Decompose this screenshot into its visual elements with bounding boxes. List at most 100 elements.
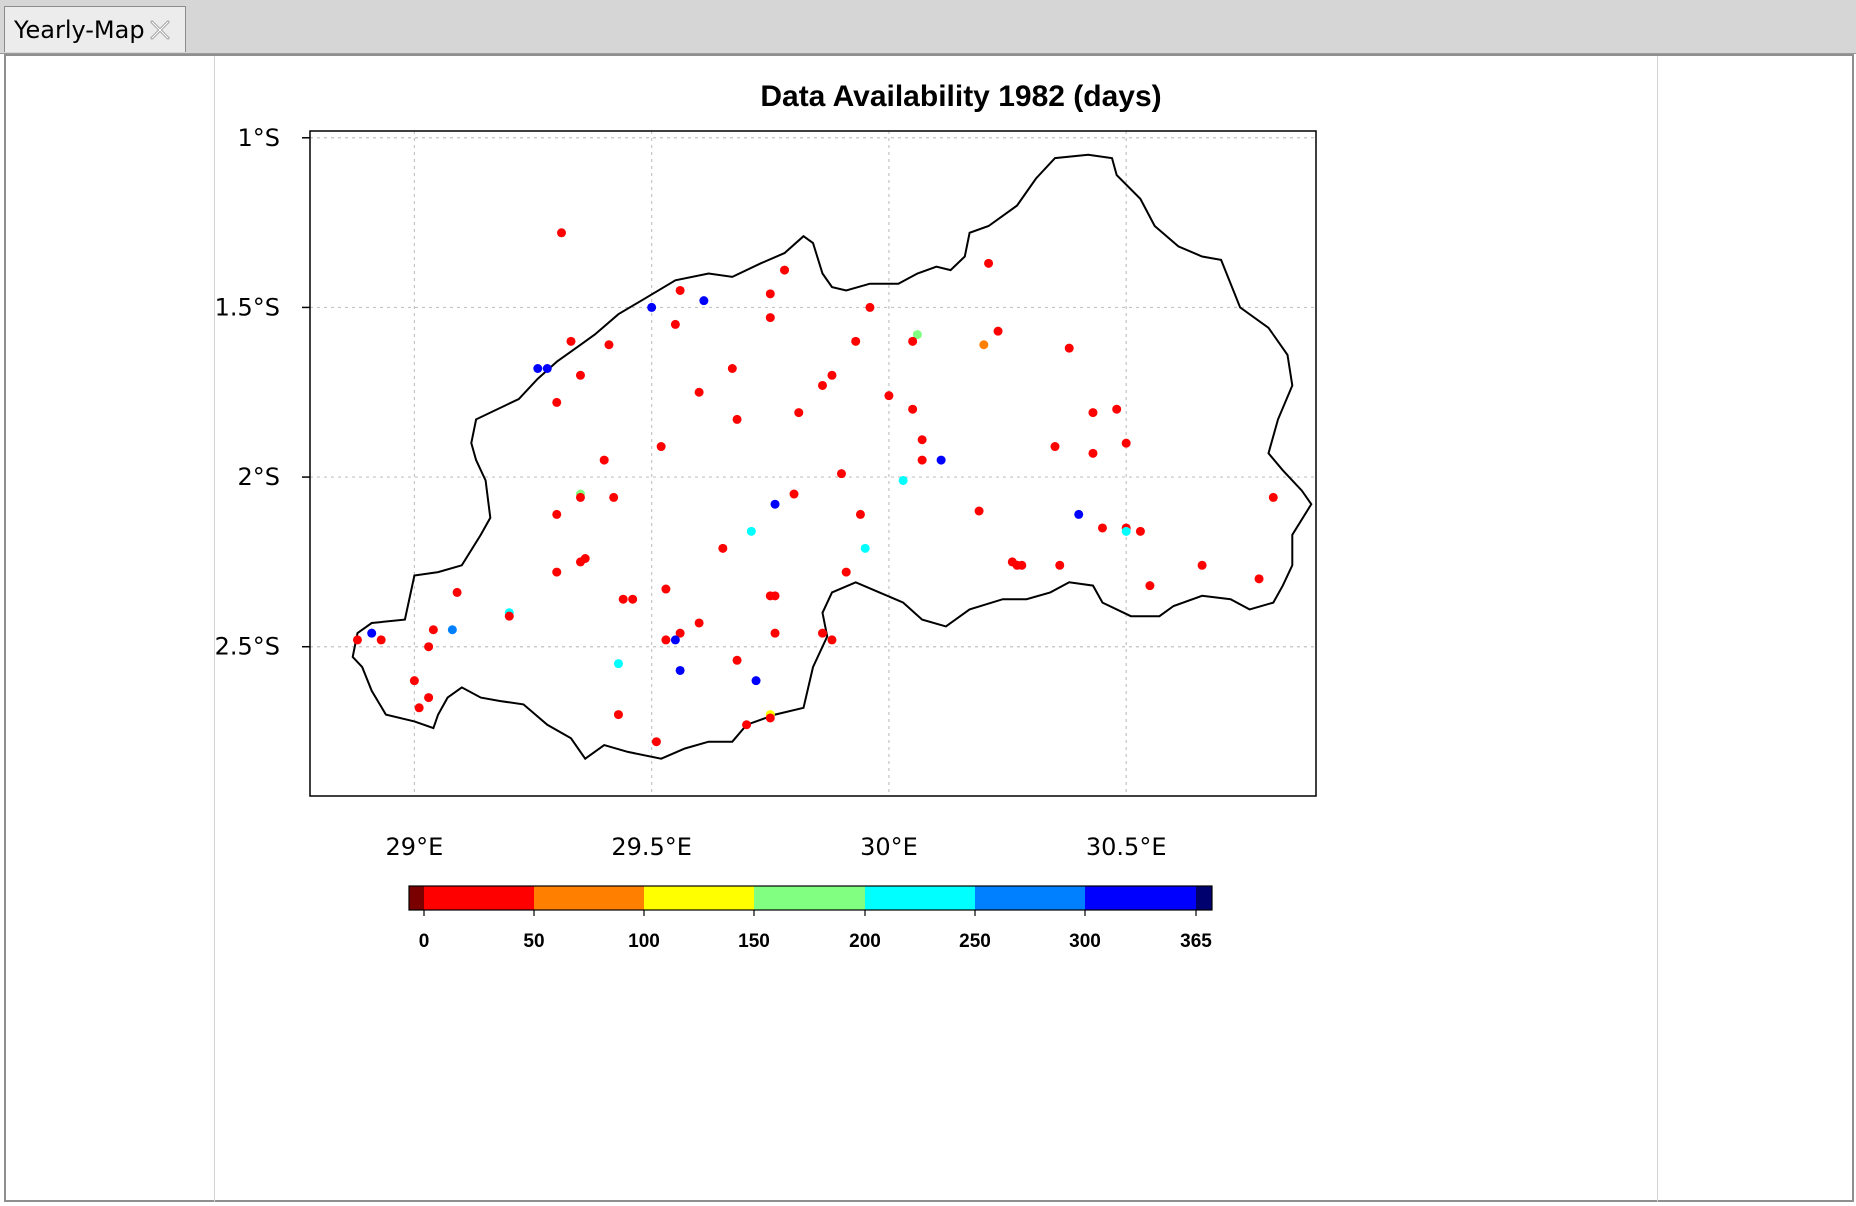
colorbar-tick-label: 250: [959, 931, 991, 952]
colorbar-tick-label: 50: [523, 931, 544, 952]
station-point: [732, 655, 742, 665]
colorbar-segment: [534, 886, 644, 910]
station-point: [974, 506, 984, 516]
y-tick-label: 1°S: [237, 124, 280, 152]
station-point: [552, 509, 562, 519]
station-point: [447, 625, 457, 635]
station-point: [675, 285, 685, 295]
station-point: [675, 628, 685, 638]
station-point: [827, 370, 837, 380]
map-panel: Data Availability 1982 (days) 1°S 1.5°S 2°…: [4, 54, 1854, 1202]
station-point: [552, 567, 562, 577]
station-point: [984, 258, 994, 268]
station-point: [770, 591, 780, 601]
colorbar: 0 50 100 150 200 250 300 365: [408, 885, 1213, 952]
station-point: [552, 397, 562, 407]
tab-yearly-map[interactable]: Yearly-Map: [4, 6, 186, 52]
station-point: [817, 380, 827, 390]
station-point: [727, 364, 737, 373]
station-point: [765, 713, 775, 723]
station-point: [1088, 408, 1098, 418]
colorbar-segment: [409, 886, 424, 910]
station-point: [789, 489, 799, 499]
station-point: [898, 475, 908, 485]
colorbar-segment: [424, 886, 534, 910]
station-point: [908, 336, 918, 346]
station-point: [604, 340, 614, 350]
station-point: [1055, 560, 1065, 570]
station-point: [1074, 509, 1084, 519]
country-boundary: [351, 153, 1313, 761]
station-point: [647, 302, 657, 312]
station-point: [1012, 560, 1022, 570]
colorbar-tick-label: 0: [419, 931, 430, 952]
station-point: [860, 543, 870, 553]
station-point: [765, 313, 775, 323]
station-point: [1197, 560, 1207, 570]
station-point: [1121, 526, 1131, 536]
station-point: [836, 469, 846, 479]
station-point: [912, 330, 922, 340]
station-point: [751, 676, 761, 686]
station-point: [742, 720, 752, 730]
station-point: [1254, 574, 1264, 584]
station-point: [1268, 492, 1278, 502]
colorbar-tick-label: 150: [738, 931, 770, 952]
station-point: [424, 642, 434, 652]
colorbar-segment: [754, 886, 865, 910]
station-points: [352, 228, 1278, 747]
station-point: [908, 404, 918, 414]
station-point: [1097, 523, 1107, 533]
station-point: [979, 340, 989, 350]
station-point: [794, 408, 804, 418]
x-tick-label: 30°E: [860, 833, 918, 861]
station-point: [675, 665, 685, 675]
x-tick-label: 29°E: [386, 833, 444, 861]
station-point: [504, 611, 514, 621]
station-point: [409, 676, 419, 686]
y-tick-label: 2°S: [237, 463, 280, 491]
close-icon[interactable]: [147, 17, 173, 43]
station-point: [865, 302, 875, 312]
station-point: [670, 635, 680, 645]
station-point: [628, 594, 638, 604]
station-point: [780, 265, 790, 275]
y-axis: 1°S 1.5°S 2°S 2.5°S: [215, 124, 310, 661]
station-point: [428, 625, 438, 635]
station-point: [609, 492, 619, 502]
station-point: [367, 628, 377, 638]
station-point: [851, 336, 861, 346]
station-point: [841, 567, 851, 577]
x-axis: 29°E 29.5°E 30°E 30.5°E: [386, 833, 1167, 861]
colorbar-segment: [865, 886, 975, 910]
station-point: [618, 594, 628, 604]
station-point: [575, 370, 585, 380]
y-tick-label: 1.5°S: [215, 293, 280, 321]
station-point: [575, 492, 585, 502]
station-point: [718, 543, 728, 553]
station-point: [1135, 526, 1145, 536]
station-point: [670, 319, 680, 329]
tab-bar: Yearly-Map: [0, 0, 1856, 54]
station-point: [884, 391, 894, 401]
colorbar-frame: [408, 885, 1213, 911]
station-point: [855, 509, 865, 519]
station-point: [557, 228, 566, 238]
station-point: [1088, 448, 1098, 458]
station-point: [542, 364, 552, 373]
station-point: [1145, 581, 1155, 591]
station-point: [694, 387, 704, 397]
x-tick-label: 29.5°E: [611, 833, 692, 861]
station-point: [1064, 343, 1074, 353]
grid-lines: [310, 131, 1316, 796]
station-point: [699, 296, 709, 306]
plot-area: [309, 130, 1317, 797]
station-point: [1121, 438, 1131, 448]
station-point: [424, 693, 434, 703]
station-point: [1112, 404, 1122, 414]
colorbar-segment: [1085, 886, 1196, 910]
station-point: [566, 336, 576, 346]
colorbar-tick-label: 200: [849, 931, 881, 952]
station-point: [993, 326, 1003, 336]
station-point: [352, 635, 362, 645]
